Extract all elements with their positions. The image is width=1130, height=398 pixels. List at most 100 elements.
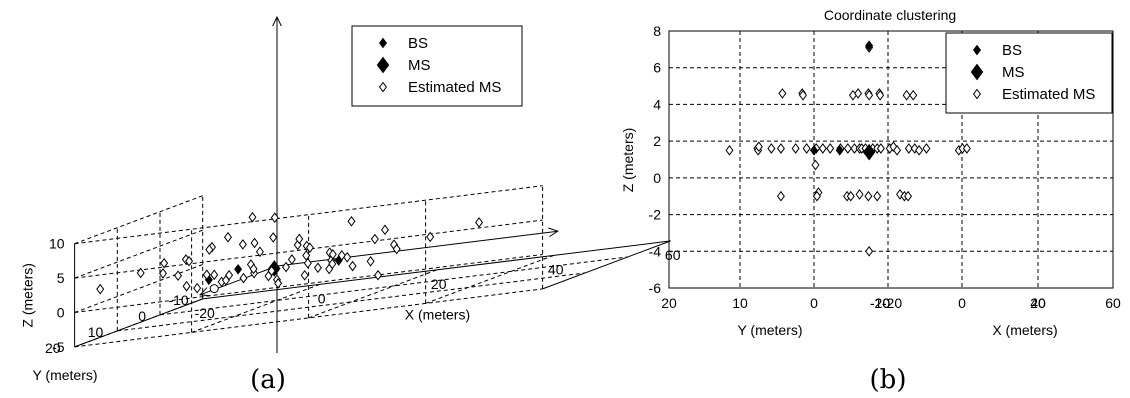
data-point: [274, 277, 283, 289]
legend-marker-0: [379, 37, 387, 49]
data-point: [776, 190, 785, 202]
data-point: [812, 190, 821, 202]
z-tick-label: 5: [57, 270, 65, 286]
data-point: [854, 88, 863, 99]
grid-line: [74, 254, 543, 313]
data-point: [902, 89, 911, 101]
data-point: [818, 143, 827, 154]
grid-line: [74, 185, 543, 245]
bottom-tick-label: 60: [1105, 295, 1121, 311]
legend-marker-2: [379, 81, 387, 93]
data-point: [205, 244, 214, 255]
data-point: [343, 251, 352, 263]
data-point: [96, 283, 105, 295]
grid-line: [74, 195, 203, 245]
bottom-tick-label: 0: [810, 295, 818, 311]
z-tick-label: -5: [52, 339, 65, 355]
data-point: [380, 224, 389, 236]
legend-marker-1: [376, 56, 390, 74]
data-point: [843, 143, 852, 154]
grid-line: [425, 254, 554, 304]
data-point: [313, 262, 322, 274]
data-point: [282, 261, 291, 273]
data-point: [209, 284, 219, 294]
data-point: [185, 255, 194, 267]
data-point: [182, 280, 191, 292]
data-point: [300, 269, 309, 281]
x-tick-label: 0: [318, 290, 326, 306]
data-point: [328, 249, 337, 260]
bottom-tick-label-overlap: -20: [870, 295, 890, 311]
frame-line: [542, 240, 671, 290]
plot-frame: [668, 30, 1114, 289]
data-point: [325, 263, 334, 275]
data-point: [810, 144, 818, 156]
data-point: [174, 270, 183, 282]
z-tick-label: -2: [649, 207, 662, 223]
legend-entry-1: MS: [1002, 64, 1025, 81]
grid-line: [74, 288, 543, 348]
data-point: [287, 254, 296, 265]
legend-entry-0: BS: [408, 35, 428, 52]
data-point: [303, 257, 312, 269]
bottom-tick-label: 20: [661, 295, 677, 311]
data-point: [249, 263, 258, 275]
data-point: [370, 233, 379, 245]
legend-marker-0: [973, 44, 981, 56]
data-point: [158, 268, 167, 279]
data-point: [767, 143, 776, 154]
z-tick-label: 0: [653, 170, 661, 186]
caption-b: (b): [870, 365, 907, 395]
grid-line: [74, 229, 203, 279]
data-point: [865, 40, 874, 52]
y-tick-label: 0: [138, 308, 146, 324]
y-axis-line: [74, 298, 203, 348]
data-point: [234, 263, 243, 275]
legend-entry-2: Estimated MS: [1002, 86, 1095, 103]
x-tick-label: 60: [665, 247, 681, 263]
y-arrow-head: [199, 287, 211, 297]
legend: BS MS Estimated MS: [945, 32, 1113, 114]
data-point: [348, 260, 357, 272]
data-point: [193, 282, 202, 294]
data-point: [802, 143, 811, 154]
data-point: [347, 215, 356, 227]
data-point: [776, 143, 785, 154]
x-tick-label: 20: [431, 276, 447, 292]
x-arrow-head: [548, 227, 559, 238]
data-point: [366, 255, 375, 267]
z-tick-label: -4: [649, 243, 662, 259]
data-point: [862, 143, 876, 161]
data-point: [962, 143, 971, 154]
grid-line: [74, 264, 203, 313]
x-tick-label: -20: [195, 305, 215, 321]
data-point: [904, 190, 913, 202]
legend: BS MS Estimated MS: [351, 25, 523, 107]
grid-line: [191, 283, 320, 333]
data-point: [811, 159, 820, 171]
z-tick-label: 10: [49, 236, 65, 252]
x-axis-label: X (meters): [992, 322, 1057, 338]
legend-entry-0: BS: [1002, 42, 1022, 59]
legend-entry-1: MS: [408, 57, 431, 74]
x-axis-line: [202, 240, 671, 300]
bottom-tick-label: 0: [958, 295, 966, 311]
x-arrow: [276, 230, 558, 267]
data-point: [893, 144, 902, 156]
legend-marker-2: [973, 88, 981, 100]
data-point: [864, 190, 873, 202]
data-point: [239, 272, 248, 284]
z-tick-label: 8: [653, 23, 661, 39]
data-point: [238, 239, 247, 250]
grid-line: [117, 272, 586, 332]
data-point: [270, 212, 279, 223]
data-point: [846, 190, 855, 202]
data-point: [475, 217, 484, 228]
data-point: [865, 245, 874, 257]
data-point: [426, 231, 435, 243]
data-point: [136, 267, 145, 279]
y-tick-label: -10: [168, 292, 188, 308]
data-point: [915, 144, 924, 156]
